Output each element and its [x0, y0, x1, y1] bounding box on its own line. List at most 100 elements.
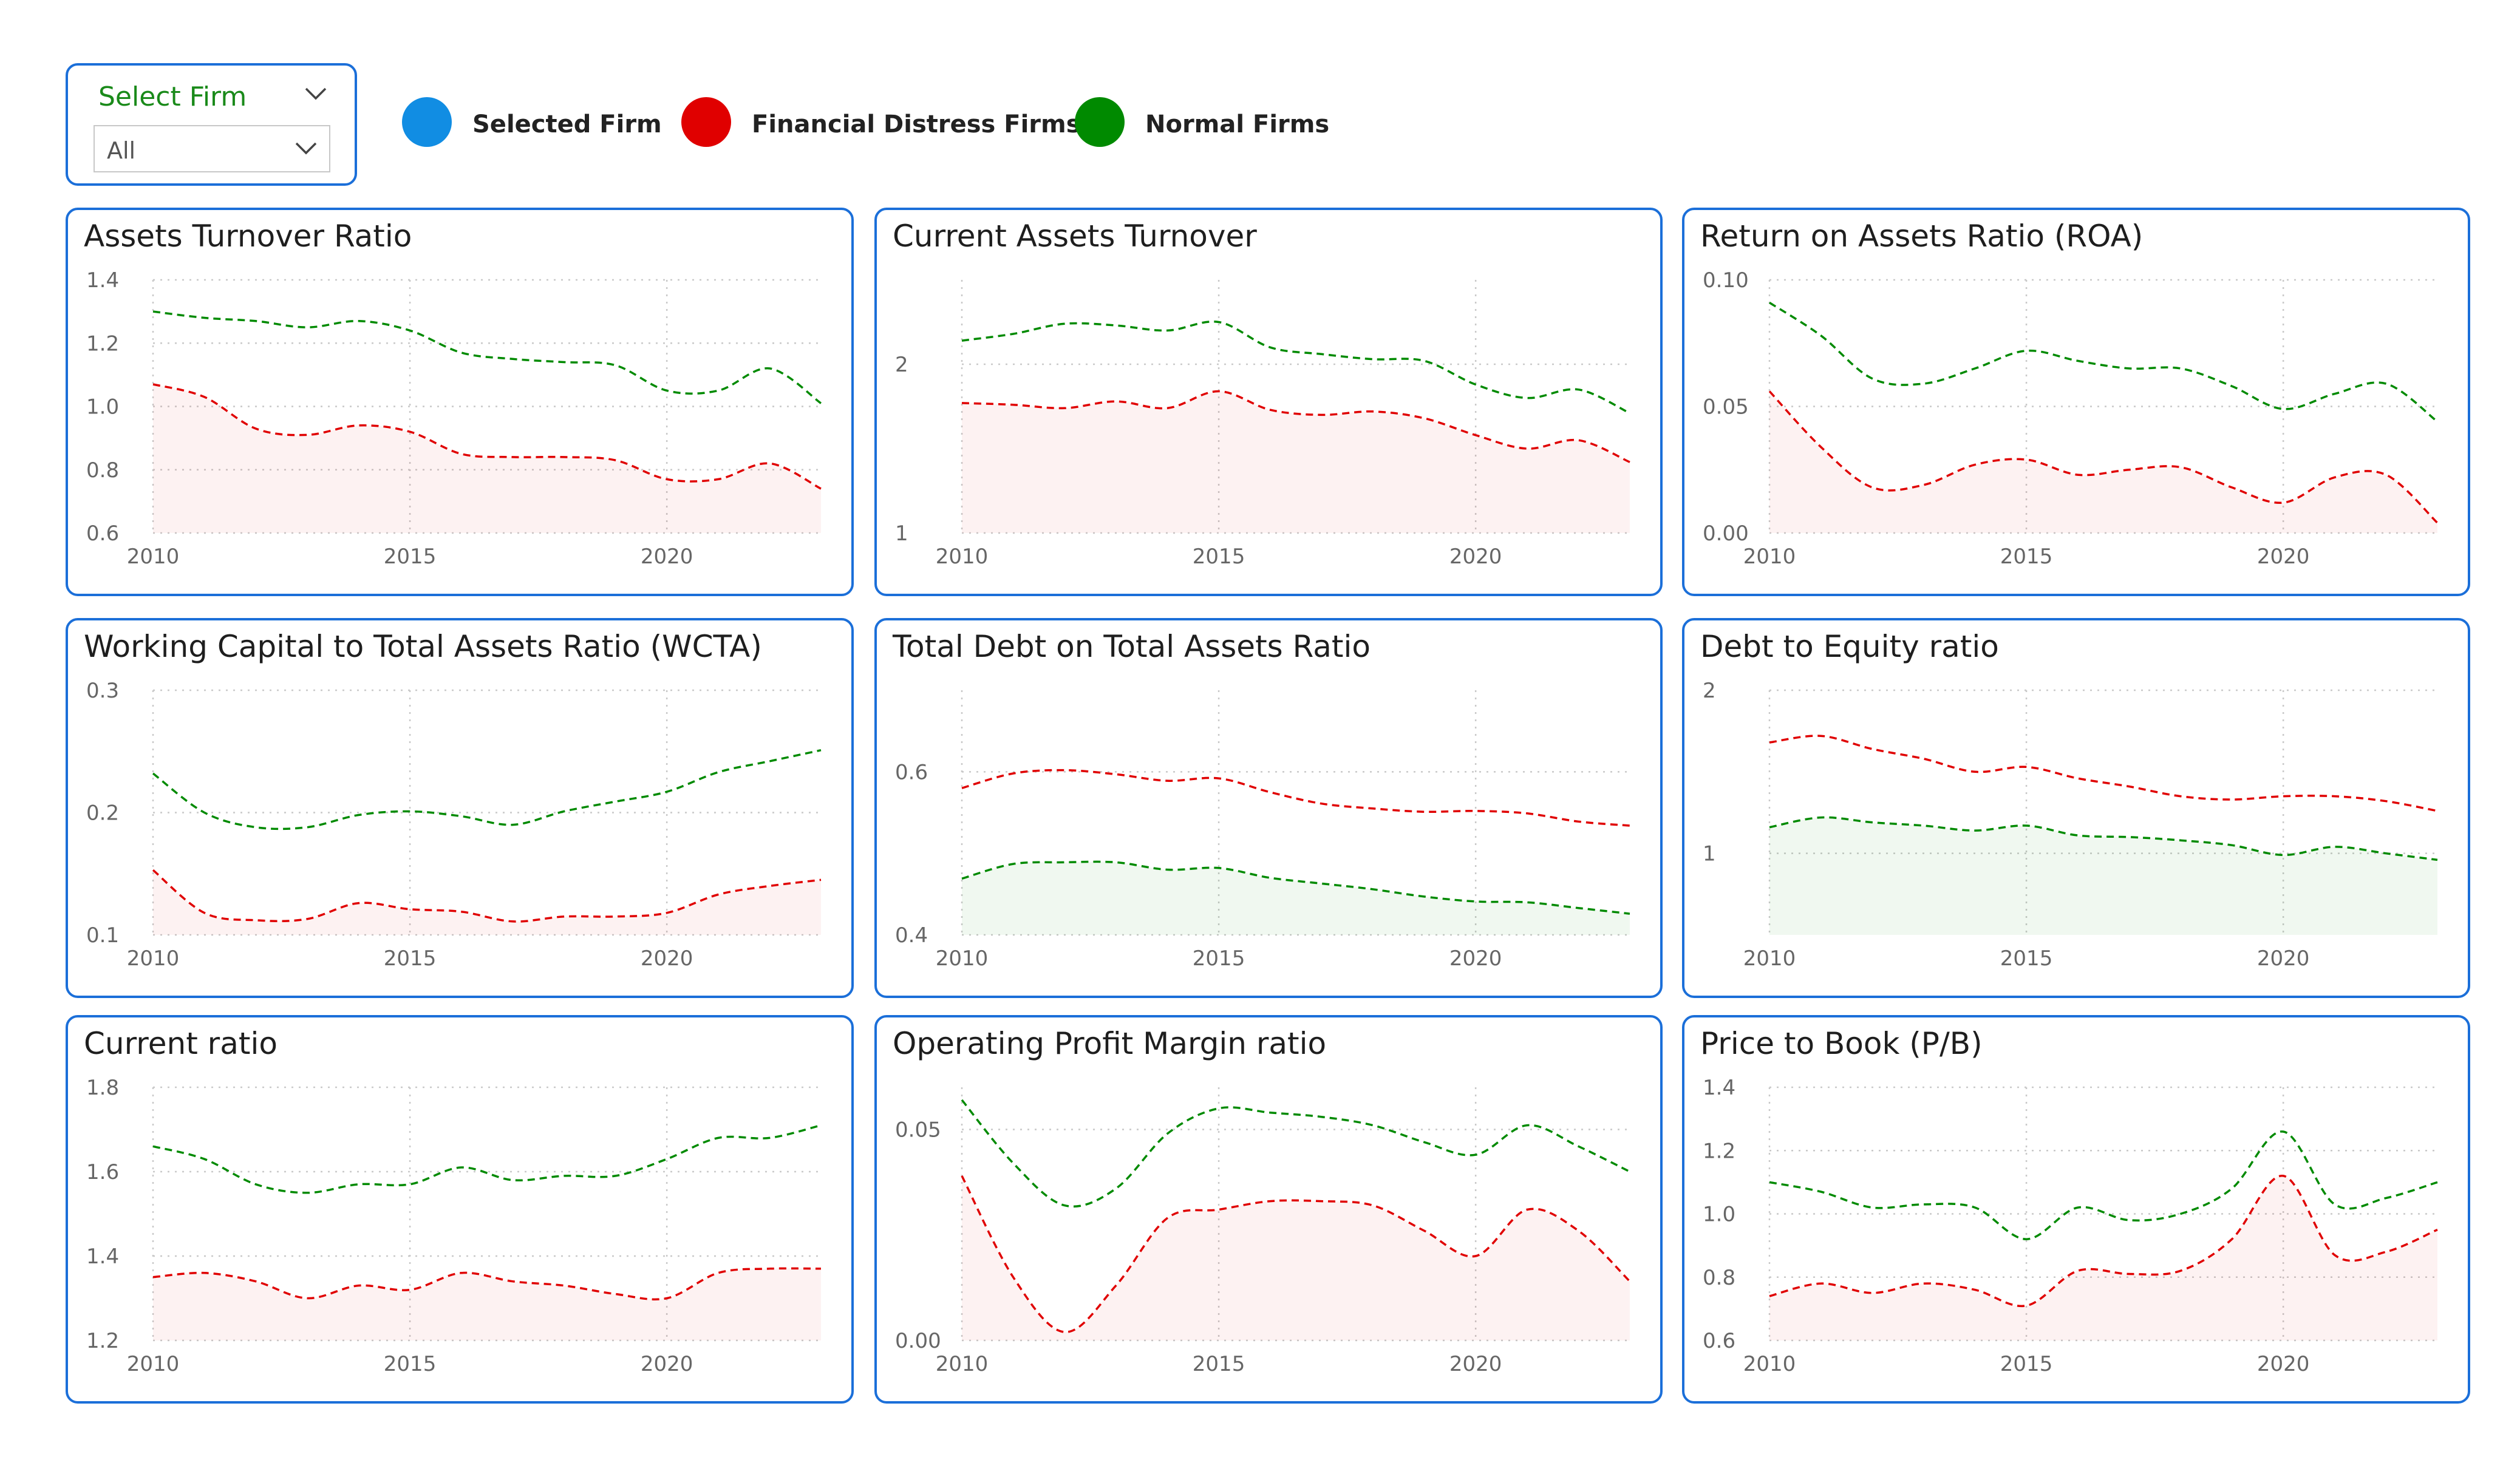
- series-line-normal-firms[interactable]: [1769, 1132, 2437, 1239]
- chart-panel-debt-to-equity: Debt to Equity ratio 1 2 2010 2015 2020: [1682, 618, 2470, 998]
- x-tick-label: 2020: [641, 545, 693, 569]
- legend-dot: [1075, 97, 1125, 147]
- y-tick-label: 0.4: [895, 923, 928, 948]
- y-tick-label: 1.0: [1703, 1203, 1735, 1227]
- area-financial-distress-firms: [962, 391, 1630, 533]
- x-tick-label: 2015: [384, 946, 437, 971]
- x-tick-label: 2010: [127, 1352, 180, 1376]
- chevron-down-icon[interactable]: [294, 141, 318, 157]
- chart-panel-operating-profit-margin: Operating Profit Margin ratio 0.00 0.05 20…: [874, 1015, 1663, 1404]
- x-tick-label: 2015: [384, 545, 437, 569]
- x-tick-label: 2015: [2000, 545, 2053, 569]
- legend-dot: [402, 97, 452, 147]
- series-line-normal-firms[interactable]: [153, 311, 821, 403]
- chart-panel-current-ratio: Current ratio 1.2 1.4 1.6 1.8 2010 2015 2020: [66, 1015, 854, 1404]
- chart-panel-price-to-book: Price to Book (P/B) 0.6 0.8 1.0 1.2 1.4 2010 2…: [1682, 1015, 2470, 1404]
- x-tick-label: 2010: [127, 946, 180, 971]
- area-financial-distress-firms: [1769, 1176, 2437, 1340]
- chart-svg: 0.4 0.6 2010 2015 2020: [877, 620, 1663, 998]
- x-tick-label: 2010: [936, 946, 989, 971]
- y-tick-label: 1.2: [86, 331, 119, 356]
- series-line-normal-firms[interactable]: [962, 1100, 1630, 1207]
- chart-panel-assets-turnover: Assets Turnover Ratio 0.6 0.8 1.0 1.2 1.4 201…: [66, 208, 854, 596]
- area-normal-firms: [962, 861, 1630, 935]
- x-tick-label: 2020: [641, 1352, 693, 1376]
- x-tick-label: 2020: [2257, 946, 2310, 971]
- y-tick-label: 2: [895, 353, 908, 377]
- chart-svg: 0.00 0.05 0.10 2010 2015 2020: [1684, 210, 2470, 596]
- x-tick-label: 2010: [1743, 1352, 1796, 1376]
- x-tick-label: 2010: [127, 545, 180, 569]
- y-tick-label: 1.0: [86, 395, 119, 419]
- chart-svg: 0.00 0.05 2010 2015 2020: [877, 1017, 1663, 1404]
- firm-dropdown[interactable]: All: [94, 125, 330, 172]
- y-tick-label: 1.2: [1703, 1139, 1735, 1163]
- y-tick-label: 0.6: [86, 521, 119, 546]
- legend-label: Selected Firm: [472, 110, 662, 138]
- chart-panel-wcta: Working Capital to Total Assets Ratio (W…: [66, 618, 854, 998]
- chart-panel-roa: Return on Assets Ratio (ROA) 0.00 0.05 0.1…: [1682, 208, 2470, 596]
- y-tick-label: 2: [1703, 679, 1716, 703]
- area-financial-distress-firms: [153, 1268, 821, 1340]
- y-tick-label: 0.05: [895, 1118, 941, 1143]
- x-tick-label: 2015: [1193, 946, 1245, 971]
- x-tick-label: 2020: [1449, 946, 1502, 971]
- chart-svg: 1 2 2010 2015 2020: [1684, 620, 2470, 998]
- chart-svg: 0.6 0.8 1.0 1.2 1.4 2010 2015 2020: [1684, 1017, 2470, 1404]
- series-line-financial-distress-firms[interactable]: [962, 770, 1630, 826]
- chart-panel-total-debt-on-total-assets: Total Debt on Total Assets Ratio 0.4 0.6 2…: [874, 618, 1663, 998]
- x-tick-label: 2010: [936, 545, 989, 569]
- area-normal-firms: [1769, 817, 2437, 935]
- series-line-financial-distress-firms[interactable]: [1769, 736, 2437, 811]
- select-firm-slicer[interactable]: Select Firm All: [66, 63, 357, 186]
- y-tick-label: 0.3: [86, 679, 119, 703]
- y-tick-label: 0.6: [895, 760, 928, 784]
- legend-dot: [681, 97, 731, 147]
- area-financial-distress-firms: [153, 870, 821, 935]
- chevron-down-icon[interactable]: [304, 86, 328, 102]
- x-tick-label: 2015: [1193, 1352, 1245, 1376]
- chart-svg: 0.6 0.8 1.0 1.2 1.4 2010 2015 2020: [68, 210, 854, 596]
- firm-dropdown-value: All: [107, 137, 135, 164]
- x-tick-label: 2020: [1449, 1352, 1502, 1376]
- legend-label: Normal Firms: [1145, 110, 1329, 138]
- y-tick-label: 0.10: [1703, 268, 1749, 293]
- area-financial-distress-firms: [153, 384, 821, 533]
- series-line-normal-firms[interactable]: [153, 750, 821, 829]
- x-tick-label: 2015: [2000, 1352, 2053, 1376]
- slicer-title: Select Firm: [98, 81, 247, 112]
- chart-svg: 1.2 1.4 1.6 1.8 2010 2015 2020: [68, 1017, 854, 1404]
- x-tick-label: 2020: [1449, 545, 1502, 569]
- y-tick-label: 0.00: [895, 1329, 941, 1353]
- x-tick-label: 2020: [641, 946, 693, 971]
- x-tick-label: 2015: [384, 1352, 437, 1376]
- y-tick-label: 1.4: [86, 268, 119, 293]
- series-line-normal-firms[interactable]: [153, 1126, 821, 1193]
- x-tick-label: 2015: [1193, 545, 1245, 569]
- x-tick-label: 2010: [1743, 545, 1796, 569]
- legend-label: Financial Distress Firms: [752, 110, 1081, 138]
- area-financial-distress-firms: [1769, 392, 2437, 534]
- y-tick-label: 1.2: [86, 1329, 119, 1353]
- series-line-normal-firms[interactable]: [962, 322, 1630, 413]
- chart-svg: 1 2 2010 2015 2020: [877, 210, 1663, 596]
- y-tick-label: 1.4: [86, 1245, 119, 1269]
- y-tick-label: 1.6: [86, 1160, 119, 1184]
- x-tick-label: 2010: [936, 1352, 989, 1376]
- y-tick-label: 0.6: [1703, 1329, 1735, 1353]
- x-tick-label: 2020: [2257, 545, 2310, 569]
- y-tick-label: 1.4: [1703, 1076, 1735, 1100]
- y-tick-label: 0.2: [86, 801, 119, 826]
- y-tick-label: 0.1: [86, 923, 119, 948]
- chart-svg: 0.1 0.2 0.3 2010 2015 2020: [68, 620, 854, 998]
- y-tick-label: 0.8: [1703, 1266, 1735, 1290]
- y-tick-label: 0.05: [1703, 395, 1749, 419]
- chart-panel-current-assets-turnover: Current Assets Turnover 1 2 2010 2015 2020: [874, 208, 1663, 596]
- y-tick-label: 1: [895, 521, 908, 546]
- y-tick-label: 1: [1703, 842, 1716, 866]
- series-line-normal-firms[interactable]: [1769, 303, 2437, 422]
- x-tick-label: 2010: [1743, 946, 1796, 971]
- y-tick-label: 0.8: [86, 458, 119, 483]
- y-tick-label: 1.8: [86, 1076, 119, 1100]
- y-tick-label: 0.00: [1703, 521, 1749, 546]
